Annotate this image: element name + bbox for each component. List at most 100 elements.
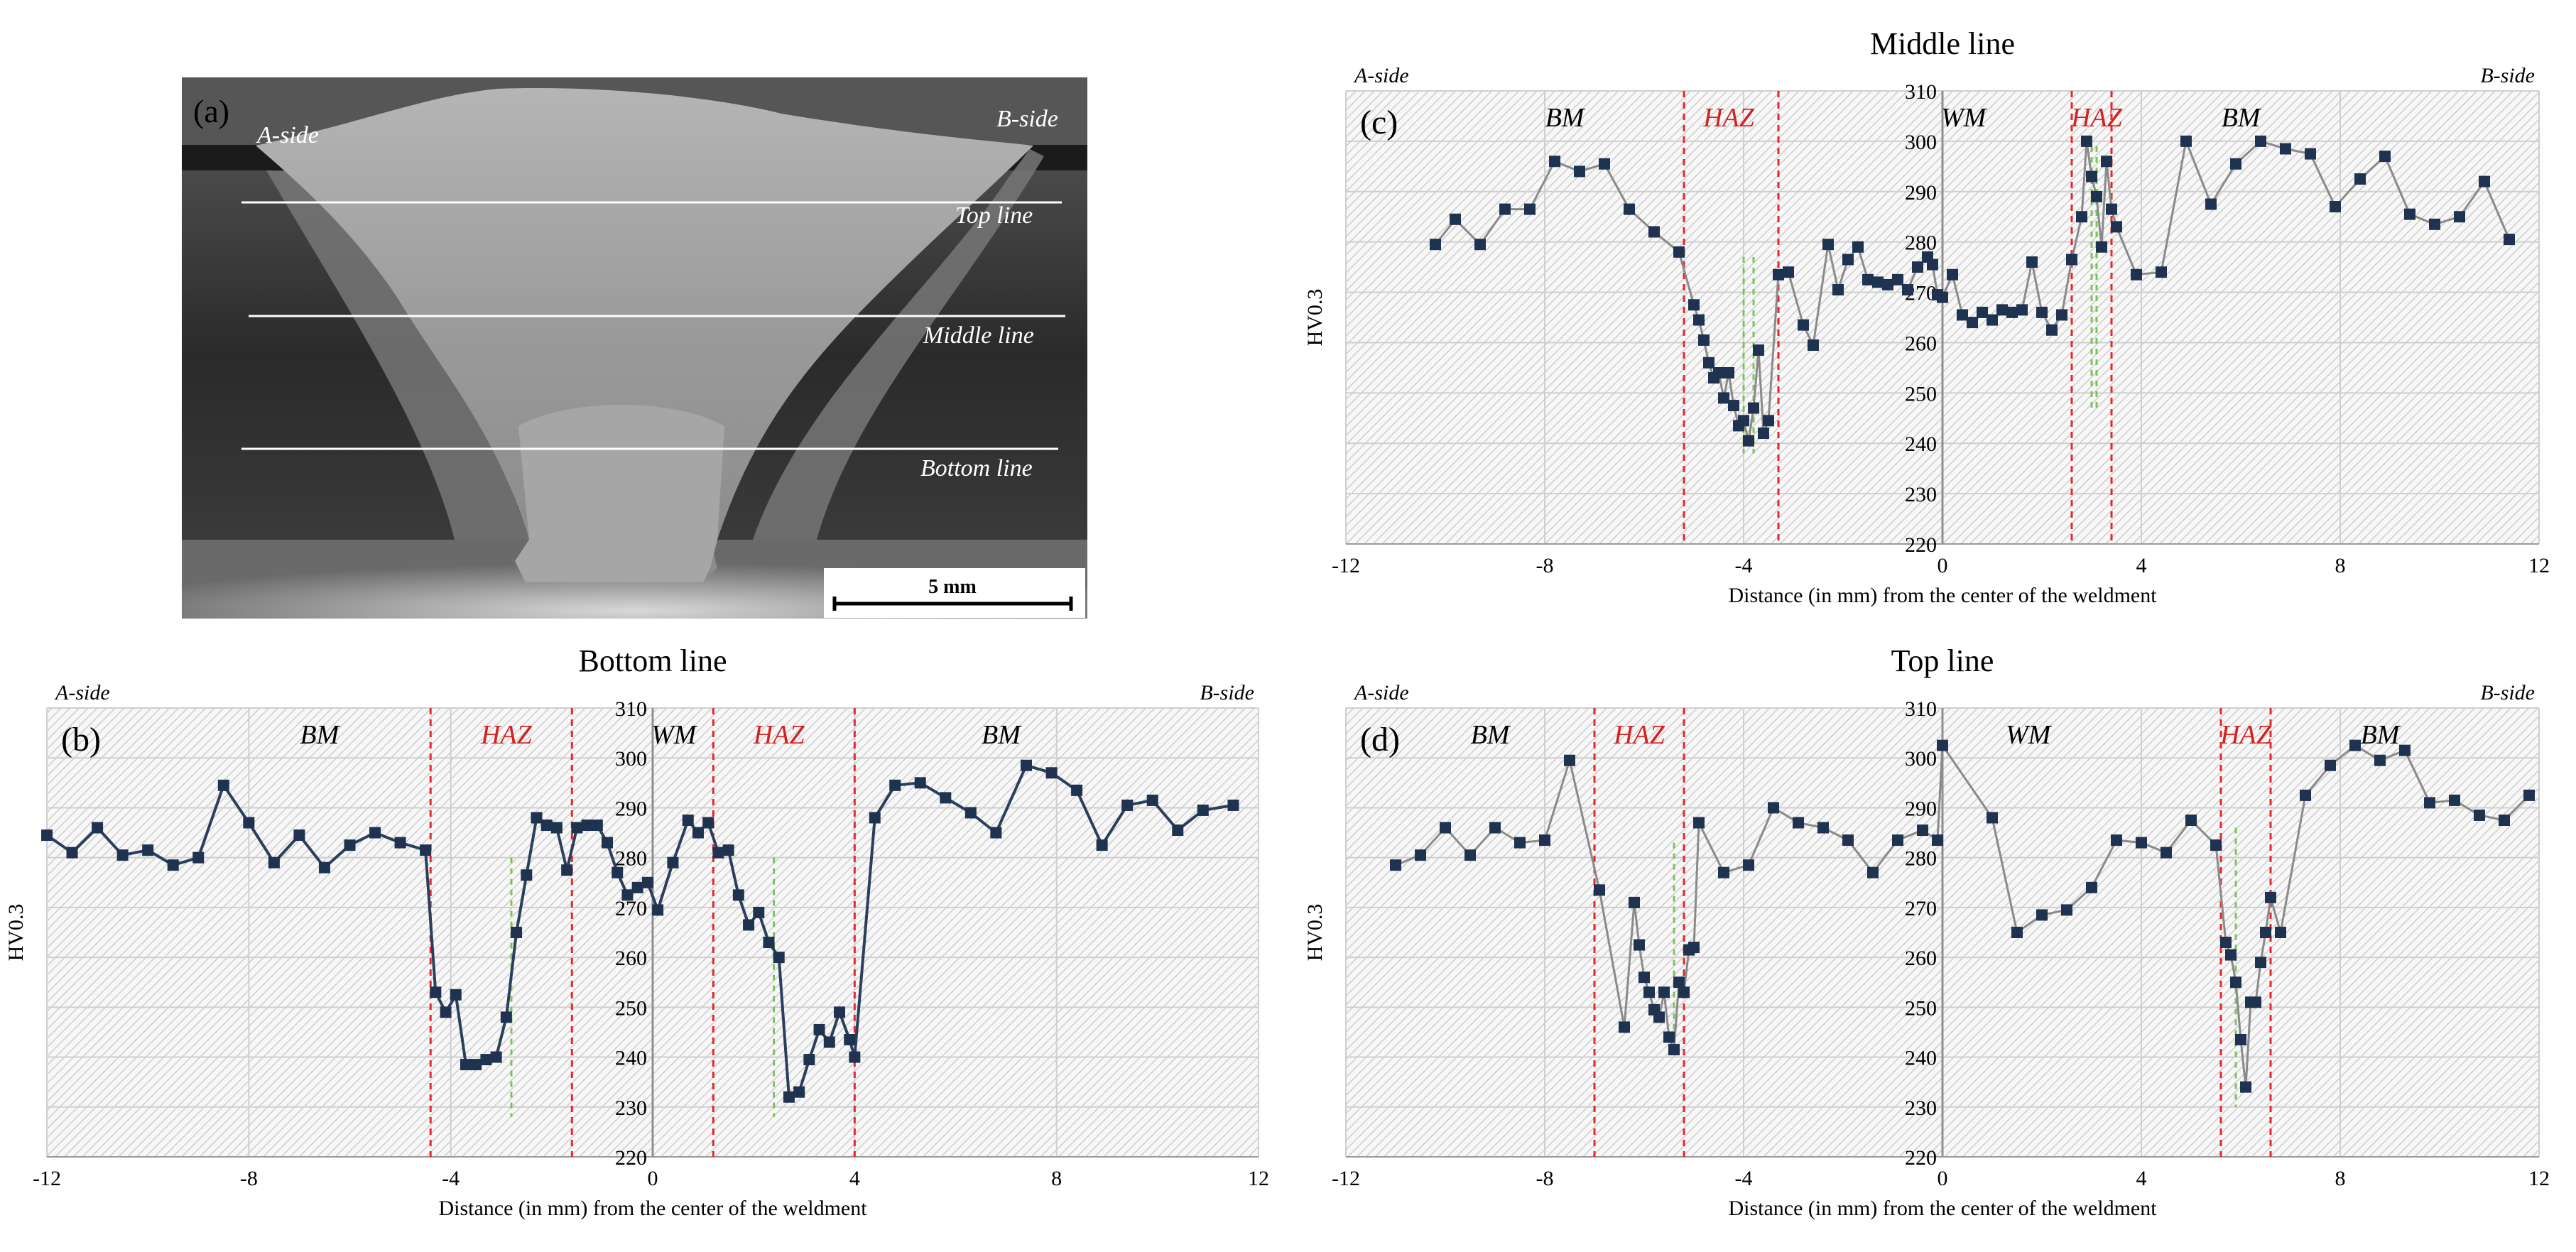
data-point xyxy=(369,827,381,839)
micrograph-middle-line-label: Middle line xyxy=(923,322,1034,349)
y-tick-label: 310 xyxy=(1905,697,1937,721)
y-tick-label: 310 xyxy=(615,697,647,721)
y-tick-label: 300 xyxy=(1905,131,1937,154)
data-point xyxy=(521,869,533,881)
data-point xyxy=(2180,135,2192,147)
data-point xyxy=(1673,976,1685,989)
data-point xyxy=(2354,173,2366,185)
data-point xyxy=(1728,400,1739,412)
data-point xyxy=(2061,904,2072,916)
data-point xyxy=(849,1051,861,1063)
data-point xyxy=(803,1054,815,1066)
data-point xyxy=(460,1059,472,1071)
y-tick-label: 240 xyxy=(615,1047,647,1070)
data-point xyxy=(1688,299,1700,311)
x-axis-title: Distance (in mm) from the center of the … xyxy=(1728,584,2157,607)
data-point xyxy=(1430,239,1441,251)
zone-label-wm: WM xyxy=(1941,103,1988,133)
data-point xyxy=(394,837,406,849)
data-point xyxy=(1817,822,1829,834)
scale-bar-box xyxy=(824,568,1085,618)
data-point xyxy=(1045,767,1058,779)
data-point xyxy=(470,1059,482,1071)
x-tick-label: 12 xyxy=(2528,1167,2550,1190)
data-point xyxy=(167,859,179,871)
data-point xyxy=(990,827,1002,839)
data-point xyxy=(1489,822,1501,834)
data-point xyxy=(1703,356,1714,369)
data-point xyxy=(1832,284,1844,296)
data-point xyxy=(2255,135,2266,147)
data-point xyxy=(2185,815,2197,826)
data-point xyxy=(1698,334,1710,346)
data-point xyxy=(500,1011,512,1023)
data-point xyxy=(823,1036,835,1048)
side-label-left: A-side xyxy=(54,681,110,704)
data-point xyxy=(550,822,563,834)
data-point xyxy=(667,856,679,869)
data-point xyxy=(1763,415,1774,427)
y-tick-label: 300 xyxy=(615,747,647,771)
data-point xyxy=(2086,881,2097,893)
zone-label-haz: HAZ xyxy=(2070,103,2123,133)
side-label-left: A-side xyxy=(1353,681,1409,704)
data-point xyxy=(142,844,154,856)
data-point xyxy=(1753,344,1764,356)
data-point xyxy=(1658,986,1670,998)
data-point xyxy=(1947,268,1958,281)
data-point xyxy=(41,829,53,842)
data-point xyxy=(2374,754,2386,766)
data-point xyxy=(1902,284,1913,296)
data-point xyxy=(1932,834,1943,847)
data-point xyxy=(1718,392,1729,404)
data-point xyxy=(641,876,653,888)
data-point xyxy=(2111,834,2122,847)
data-point xyxy=(581,820,593,832)
x-axis-title: Distance (in mm) from the center of the … xyxy=(438,1197,867,1220)
data-point xyxy=(1937,291,1948,303)
data-point xyxy=(712,847,724,859)
chart-title: Middle line xyxy=(1870,26,2015,61)
data-point xyxy=(450,989,462,1001)
micrograph-bottom-line-label: Bottom line xyxy=(920,455,1033,481)
data-point xyxy=(1673,246,1685,258)
data-point xyxy=(652,904,664,916)
data-point xyxy=(1882,278,1893,290)
data-point xyxy=(591,820,603,832)
data-point xyxy=(1793,817,1804,829)
side-label-left: A-side xyxy=(1353,64,1409,87)
data-point xyxy=(732,889,744,901)
data-point xyxy=(1415,849,1426,861)
data-point xyxy=(2036,909,2048,921)
data-point xyxy=(631,881,643,893)
data-point xyxy=(2265,891,2276,903)
data-point xyxy=(1599,158,1610,170)
data-point xyxy=(1643,986,1655,998)
y-tick-label: 260 xyxy=(1905,332,1937,355)
data-point xyxy=(1748,402,1759,414)
chart-top-line: 220 230 240 250 260 270 280 290 300 310 -12 -8 -4 0 4 8… xyxy=(1303,643,2550,1220)
y-tick-label: 260 xyxy=(615,947,647,970)
data-point xyxy=(2429,218,2440,230)
data-point xyxy=(1146,794,1158,806)
x-tick-label: -8 xyxy=(1536,554,1554,577)
zone-label-haz: HAZ xyxy=(1613,720,1665,750)
side-label-right: B-side xyxy=(1200,681,1254,704)
data-point xyxy=(2036,306,2048,318)
data-point xyxy=(561,864,573,876)
data-point xyxy=(1624,203,1635,215)
data-point xyxy=(420,844,432,856)
zone-label-bm: BM xyxy=(2361,720,2401,750)
data-point xyxy=(2240,1081,2251,1093)
data-point xyxy=(1987,812,1998,824)
y-tick-label: 300 xyxy=(1905,747,1937,771)
data-point xyxy=(621,889,634,901)
y-axis-title: HV0.3 xyxy=(4,904,28,962)
micrograph-panel: (a) A-side B-side Top line Middle line B… xyxy=(182,77,1087,619)
data-point xyxy=(1634,939,1645,951)
data-point xyxy=(2325,759,2336,771)
data-point xyxy=(571,822,583,834)
data-point xyxy=(1474,239,1486,251)
data-point xyxy=(813,1023,825,1035)
zone-label-bm: BM xyxy=(2222,103,2262,133)
